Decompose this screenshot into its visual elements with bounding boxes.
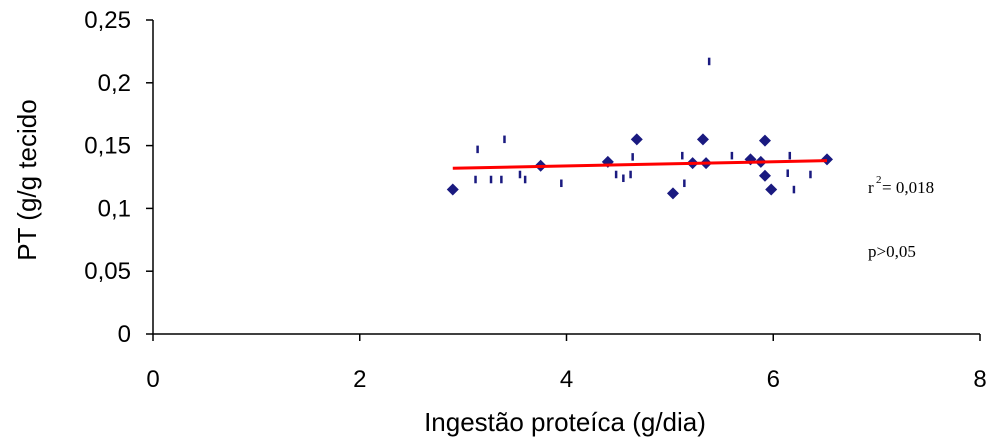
y-tick-label: 0,2 <box>98 70 131 97</box>
data-point <box>765 183 778 196</box>
x-tick-label: 6 <box>767 366 780 393</box>
x-tick-label: 4 <box>560 366 573 393</box>
y-tick-label: 0 <box>118 321 131 348</box>
data-point <box>446 183 459 196</box>
data-point <box>758 169 771 182</box>
y-tick-label: 0,1 <box>98 195 131 222</box>
x-tick-label: 8 <box>973 366 986 393</box>
y-axis-ticks: 0 0,05 0,1 0,15 0,2 0,25 <box>84 7 153 348</box>
x-tick-label: 2 <box>353 366 366 393</box>
error-bars <box>474 57 812 194</box>
regression-line <box>452 159 828 170</box>
data-point <box>758 134 771 147</box>
r-squared-symbol: r <box>868 178 874 197</box>
x-axis-title: Ingestão proteíca (g/dia) <box>424 407 706 437</box>
r-squared-annotation: r 2 = 0,018 <box>868 174 934 197</box>
x-tick-label: 0 <box>146 366 159 393</box>
data-point <box>666 187 679 200</box>
y-tick-label: 0,25 <box>84 7 131 34</box>
y-axis-title: PT (g/g tecido <box>12 99 42 260</box>
r-squared-superscript: 2 <box>876 174 882 186</box>
data-point <box>696 133 709 146</box>
y-tick-label: 0,15 <box>84 133 131 160</box>
r-squared-value: = 0,018 <box>882 178 934 197</box>
data-point <box>821 153 834 166</box>
p-value-annotation: p>0,05 <box>868 242 916 261</box>
data-point <box>630 133 643 146</box>
axes <box>152 20 980 335</box>
y-tick-label: 0,05 <box>84 258 131 285</box>
x-axis-ticks: 0 2 4 6 8 <box>146 334 987 393</box>
